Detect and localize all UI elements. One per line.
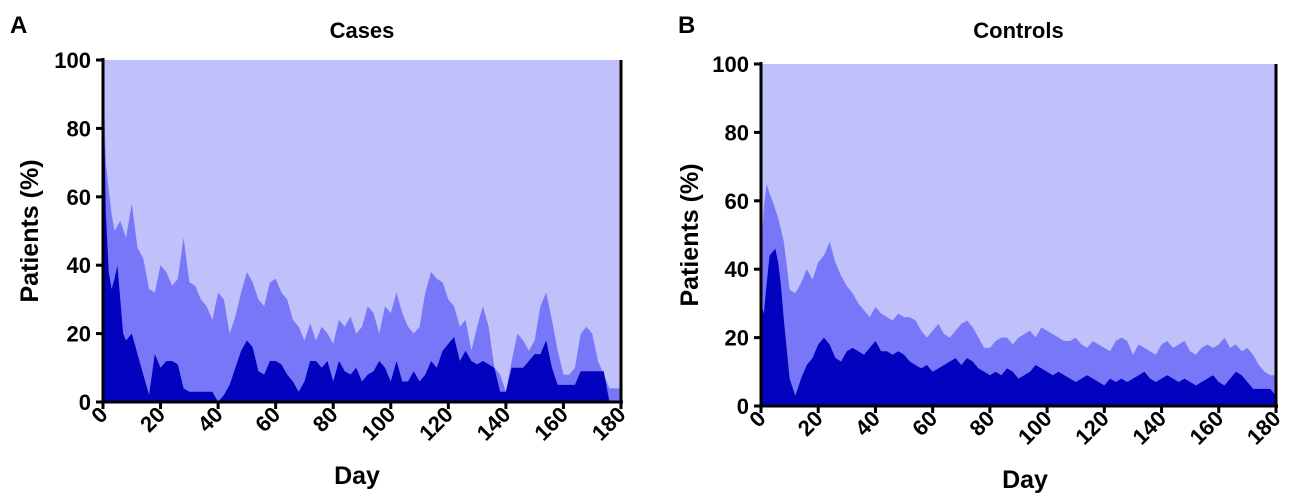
chart-0-xtick-label: 160 <box>529 402 573 446</box>
chart-0-x-label: Day <box>334 462 380 490</box>
panel-b-letter: B <box>678 12 696 39</box>
chart-panel-b: B 0 20 40 60 80 100 0 20 40 60 80 100 120 140 160 180 Co… <box>660 0 1297 494</box>
chart-0-xtick-label: 80 <box>308 402 343 437</box>
chart-1-ytick-label: 40 <box>725 257 749 282</box>
chart-0-xtick-label: 140 <box>472 402 516 446</box>
chart-1-ytick-label: 60 <box>725 189 749 214</box>
chart-0-ytick-label: 20 <box>67 322 91 347</box>
chart-0-xtick-label: 100 <box>357 402 401 446</box>
chart-0-xtick-label: 0 <box>86 402 112 428</box>
chart-1-xtick-label: 180 <box>1242 406 1286 450</box>
chart-0-xtick-label: 120 <box>414 402 458 446</box>
chart-0-area-low <box>103 60 621 402</box>
chart-0-y-label: Patients (%) <box>16 159 44 302</box>
chart-1-xtick-label: 80 <box>964 406 999 441</box>
chart-1-x-label: Day <box>1002 466 1048 493</box>
chart-1-area-low <box>761 248 1276 406</box>
chart-1-title: Controls <box>973 18 1063 43</box>
chart-0-ytick-label: 80 <box>67 116 91 141</box>
chart-0-xtick-label: 40 <box>193 402 228 437</box>
chart-0-xtick-label: 60 <box>250 402 285 437</box>
chart-1-ytick-label: 80 <box>725 120 749 145</box>
chart-0-title: Cases <box>330 18 395 43</box>
chart-0-xtick-label: 20 <box>135 402 170 437</box>
chart-0-ytick-label: 40 <box>67 253 91 278</box>
chart-1-y-label: Patients (%) <box>676 163 704 306</box>
chart-0-ytick-label: 60 <box>67 185 91 210</box>
chart-1-xtick-label: 20 <box>793 406 828 441</box>
chart-1-xtick-label: 60 <box>907 406 942 441</box>
chart-1-area-mid <box>761 183 1276 406</box>
chart-1-xtick-label: 160 <box>1185 406 1229 450</box>
chart-1-ytick-label: 20 <box>725 326 749 351</box>
chart-1-ytick-label: 100 <box>712 52 749 77</box>
chart-1-xtick-label: 140 <box>1127 406 1171 450</box>
chart-a-svg: 0 20 40 60 80 100 0 20 40 60 80 100 120 140 160 180 Case… <box>16 18 631 490</box>
chart-panel-a: A 0 20 40 60 80 100 0 20 40 60 80 100 120 140 160 180 Ca… <box>0 0 640 493</box>
chart-1-ytick-label: 0 <box>737 394 749 419</box>
panel-a-letter: A <box>10 12 28 39</box>
chart-b-svg: 0 20 40 60 80 100 0 20 40 60 80 100 120 140 160 180 Cont… <box>676 18 1286 494</box>
chart-1-xtick-label: 40 <box>850 406 885 441</box>
chart-0-ytick-label: 100 <box>54 48 91 73</box>
chart-1-xtick-label: 0 <box>744 406 770 432</box>
chart-0-xtick-label: 180 <box>587 402 631 446</box>
chart-1-xtick-label: 100 <box>1013 406 1057 450</box>
chart-0-ytick-label: 0 <box>79 390 91 415</box>
chart-1-xtick-label: 120 <box>1070 406 1114 450</box>
